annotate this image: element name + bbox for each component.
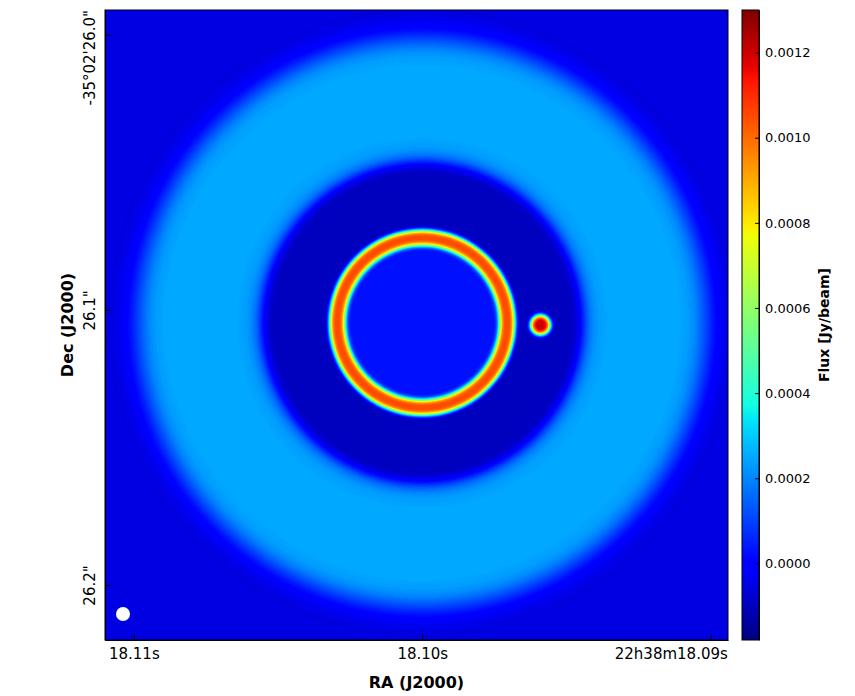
y-tick-label: -35°02'26.0" [81,10,99,106]
colorbar-tick: 0.0000 [755,556,811,571]
frame [105,10,728,640]
x-tick-mark [711,634,712,640]
disk [531,315,551,335]
x-tick-label: 18.10s [397,645,448,663]
y-axis-title: Dec (J2000) [58,273,77,377]
colorbar-axis: 0.0000 0.0002 0.0004 0.0006 0.0008 0.0010 0.00… [755,11,811,641]
colorbar [742,10,759,640]
disk [337,238,507,408]
colorbar-tick-label: 0.0012 [765,45,811,60]
colorbar-tick: 0.0010 [755,130,811,145]
colorbar-tick-label: 0.0004 [765,386,811,401]
x-tick: 18.10s [397,634,448,663]
background [105,10,728,640]
x-tick: 22h38m18.09s [615,634,728,663]
x-tick-mark [134,634,135,640]
colorbar-axis-line [759,11,760,641]
beam [116,607,130,621]
y-tick: 26.2" [81,565,111,605]
y-tick-mark [105,310,111,311]
colorbar-tick: 0.0006 [755,301,811,316]
colorbar-tick-label: 0.0008 [765,215,811,230]
y-tick-mark [105,585,111,586]
colorbar-tick: 0.0004 [755,386,811,401]
x-tick-label: 22h38m18.09s [615,645,728,663]
chart: 18.11s 18.10s 22h38m18.09s -35°02'26.0" 26.1… [0,0,855,696]
colorbar-title: Flux [Jy/beam] [816,268,832,382]
colorbar-tick-mark [755,223,759,224]
disk [264,165,580,481]
colorbar-tick-mark [755,53,759,54]
colorbar-tick: 0.0012 [755,45,811,60]
colorbar-tick-label: 0.0006 [765,301,811,316]
y-tick-label: 26.1" [81,290,99,330]
colorbar-tick-label: 0.0010 [765,130,811,145]
plot-area [105,10,728,640]
colorbar-tick-mark [755,563,759,564]
x-tick: 18.11s [109,634,160,663]
colorbar-tick-label: 0.0000 [765,556,811,571]
figure: 18.11s 18.10s 22h38m18.09s -35°02'26.0" 26.1… [0,0,855,696]
colorbar-tick-mark [755,478,759,479]
ring [337,238,507,408]
colorbar-tick-mark [755,393,759,394]
x-axis-line [106,640,729,641]
colorbar-tick-label: 0.0002 [765,471,811,486]
x-axis-title: RA (J2000) [369,673,464,692]
y-tick-mark [105,35,111,36]
x-tick-mark [422,634,423,640]
annulus [201,101,644,544]
y-axis: -35°02'26.0" 26.1" 26.2" [81,10,111,641]
y-tick: -35°02'26.0" [81,10,111,106]
colorbar-tick: 0.0002 [755,471,811,486]
colorbar-tick-mark [755,308,759,309]
y-tick-label: 26.2" [81,565,99,605]
y-axis-line [105,11,106,641]
image [105,10,728,640]
y-tick: 26.1" [81,290,111,330]
colorbar-tick: 0.0008 [755,215,811,230]
x-axis: 18.11s 18.10s 22h38m18.09s [106,634,729,663]
colorbar-tick-mark [755,138,759,139]
x-tick-label: 18.11s [109,645,160,663]
